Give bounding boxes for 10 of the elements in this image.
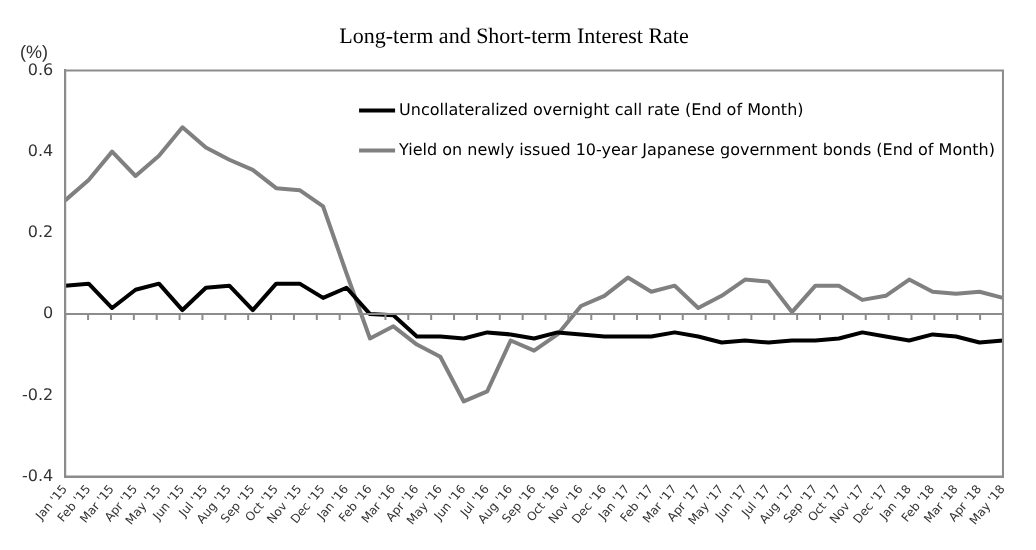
y-tick-label: 0.4 [27,141,54,160]
y-tick-label: 0.6 [27,60,54,79]
y-tick-label: 0.2 [27,223,54,242]
chart-title: Long-term and Short-term Interest Rate [339,24,689,49]
y-axis-title: (%) [20,42,48,63]
y-tick-label: -0.4 [22,466,54,485]
y-tick-label: 0 [43,304,54,323]
legend-label: Uncollateralized overnight call rate (End of Month) [399,100,804,119]
legend-label: Yield on newly issued 10-year Japanese government bonds (End of Month) [397,140,995,159]
y-tick-label: -0.2 [22,385,54,404]
